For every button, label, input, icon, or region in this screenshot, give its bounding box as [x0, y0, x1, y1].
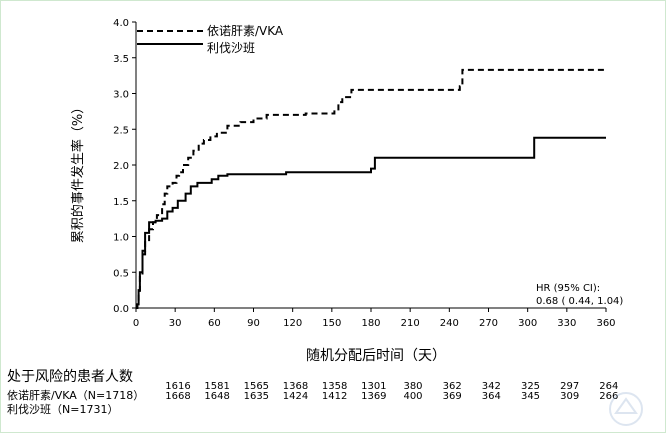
risk-cell: 1412	[321, 391, 348, 402]
series-group	[136, 68, 606, 309]
risk-cell: 345	[520, 391, 541, 402]
axes: 0.0 0.5 1.0 1.5 2.0 2.5 3.0 3.5 4.0 0 30 60 90 120 150…	[113, 18, 615, 329]
x-tick-label: 240	[440, 318, 459, 329]
risk-cell: 342	[481, 381, 501, 392]
y-tick-label: 4.0	[113, 18, 129, 29]
x-tick-label: 180	[361, 318, 380, 329]
risk-row-label-enoxaparin: 依诺肝素/VKA（N=1718）	[7, 389, 145, 402]
risk-cell: 1358	[321, 381, 348, 392]
risk-cell: 1565	[243, 381, 270, 392]
risk-table-title: 处于风险的患者人数	[7, 369, 133, 385]
risk-cell: 1635	[243, 391, 270, 402]
risk-cell: 1424	[282, 391, 309, 402]
y-tick-label: 3.5	[113, 54, 129, 65]
legend: 依诺肝素/VKA 利伐沙班	[137, 23, 284, 55]
risk-cell: 400	[403, 391, 423, 402]
risk-cell: 364	[481, 391, 501, 402]
risk-cell: 369	[442, 391, 462, 402]
risk-cell: 1368	[282, 381, 309, 392]
x-axis-label: 随机分配后时间（天）	[306, 348, 446, 364]
risk-cell: 362	[442, 381, 462, 392]
risk-cell: 1668	[165, 391, 191, 402]
risk-row-label-rivaroxaban: 利伐沙班（N=1731）	[7, 403, 119, 416]
risk-cell: 1581	[204, 381, 230, 392]
risk-cell: 1616	[165, 381, 191, 392]
x-tick-label: 360	[596, 318, 615, 329]
risk-cell: 325	[520, 381, 541, 392]
y-tick-label: 1.5	[113, 197, 129, 208]
x-tick-label: 270	[479, 318, 498, 329]
y-tick-label: 0.5	[113, 268, 129, 279]
x-tick-label: 210	[401, 318, 420, 329]
x-tick-label: 300	[518, 318, 537, 329]
y-tick-label: 0.0	[113, 304, 129, 315]
x-tick-label: 90	[247, 318, 260, 329]
x-tick-label: 30	[169, 318, 182, 329]
y-tick-label: 3.0	[113, 90, 129, 101]
x-tick-label: 0	[133, 318, 139, 329]
series-line-enoxaparin	[136, 68, 606, 309]
risk-cell: 1369	[361, 391, 387, 402]
watermark-logo	[609, 392, 643, 426]
series-line-rivaroxaban	[136, 136, 606, 309]
risk-cell: 380	[403, 381, 423, 392]
x-tick-label: 60	[208, 318, 221, 329]
risk-cell: 1648	[204, 391, 230, 402]
risk-cell: 1301	[361, 381, 387, 392]
x-tick-label: 120	[283, 318, 302, 329]
hr-label: HR (95% CI):	[536, 283, 600, 294]
legend-label-enoxaparin: 依诺肝素/VKA	[207, 23, 284, 38]
hr-value: 0.68 ( 0.44, 1.04)	[536, 296, 623, 307]
y-axis-label: 累积的事件发生率（%）	[70, 101, 86, 243]
x-tick-label: 330	[557, 318, 576, 329]
legend-label-rivaroxaban: 利伐沙班	[207, 41, 255, 55]
risk-cell: 264	[599, 381, 619, 392]
y-tick-label: 1.0	[113, 233, 129, 244]
risk-cell: 266	[599, 391, 619, 402]
y-tick-label: 2.0	[113, 161, 129, 172]
x-tick-label: 150	[322, 318, 341, 329]
risk-cell: 297	[560, 381, 580, 392]
y-tick-label: 2.5	[113, 125, 129, 136]
risk-cell: 309	[560, 391, 580, 402]
